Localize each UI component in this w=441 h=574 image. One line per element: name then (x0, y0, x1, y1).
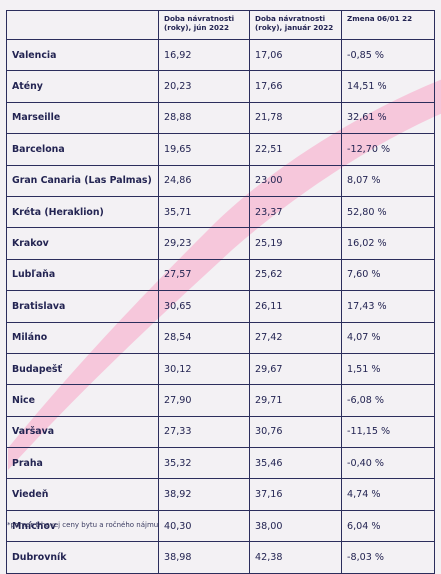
payback-jun-cell: 35,32 (158, 447, 250, 480)
payback-jun-cell: 40,30 (158, 509, 250, 543)
payback-jun-cell: 24,86 (158, 164, 250, 197)
payback-jan-cell: 25,62 (249, 258, 342, 292)
change-cell: -0,85 % (341, 38, 435, 72)
change-cell: 6,04 % (341, 509, 435, 543)
payback-jan-cell: 25,19 (249, 227, 342, 260)
payback-jan-cell: 30,76 (249, 415, 342, 449)
city-cell: Kréta (Heraklion) (6, 195, 159, 229)
payback-jan-cell: 23,00 (249, 164, 342, 197)
table-row: Miláno 28,54 27,42 4,07 % (6, 321, 435, 354)
change-cell: 16,02 % (341, 227, 435, 260)
header-change: Zmena 06/01 22 (341, 10, 435, 40)
header-payback-jun-2022: Doba návratnosti (roky), jún 2022 (158, 10, 250, 40)
change-cell: -6,08 % (341, 384, 435, 417)
table-row: Varšava 27,33 30,76 -11,15 % (6, 415, 435, 449)
payback-jan-cell: 42,38 (249, 541, 342, 574)
table-row: Budapešť 30,12 29,67 1,51 % (6, 352, 435, 386)
payback-jun-cell: 27,57 (158, 258, 250, 292)
city-cell: Atény (6, 70, 159, 103)
table-row: Barcelona 19,65 22,51 -12,70 % (6, 133, 435, 166)
city-cell: Valencia (6, 38, 159, 72)
payback-jun-cell: 35,71 (158, 195, 250, 229)
table-row: Valencia 16,92 17,06 -0,85 % (6, 38, 435, 72)
payback-jan-cell: 37,16 (249, 478, 342, 511)
change-cell: -11,15 % (341, 415, 435, 449)
payback-jun-cell: 38,98 (158, 541, 250, 574)
table-row: Viedeň 38,92 37,16 4,74 % (6, 478, 435, 511)
payback-jan-cell: 17,06 (249, 38, 342, 72)
city-cell: Varšava (6, 415, 159, 449)
payback-jan-cell: 29,71 (249, 384, 342, 417)
payback-jun-cell: 16,92 (158, 38, 250, 72)
change-cell: 4,07 % (341, 321, 435, 354)
change-cell: 32,61 % (341, 101, 435, 135)
change-cell: 14,51 % (341, 70, 435, 103)
change-cell: 52,80 % (341, 195, 435, 229)
city-cell: Viedeň (6, 478, 159, 511)
city-cell: Barcelona (6, 133, 159, 166)
payback-jun-cell: 27,33 (158, 415, 250, 449)
payback-jun-cell: 28,54 (158, 321, 250, 354)
payback-jun-cell: 27,90 (158, 384, 250, 417)
payback-jun-cell: 19,65 (158, 133, 250, 166)
payback-jan-cell: 17,66 (249, 70, 342, 103)
change-cell: -8,03 % (341, 541, 435, 574)
payback-jan-cell: 23,37 (249, 195, 342, 229)
city-cell: Praha (6, 447, 159, 480)
city-cell: Lubľaňa (6, 258, 159, 292)
change-cell: 4,74 % (341, 478, 435, 511)
payback-jan-cell: 22,51 (249, 133, 342, 166)
city-cell: Marseille (6, 101, 159, 135)
change-cell: 17,43 % (341, 290, 435, 323)
city-cell: Miláno (6, 321, 159, 354)
city-cell: Bratislava (6, 290, 159, 323)
payback-jun-cell: 30,12 (158, 352, 250, 386)
table-row: Bratislava 30,65 26,11 17,43 % (6, 290, 435, 323)
change-cell: -0,40 % (341, 447, 435, 480)
payback-jan-cell: 35,46 (249, 447, 342, 480)
header-city (6, 10, 159, 40)
table-row: Gran Canaria (Las Palmas) 24,86 23,00 8,07 … (6, 164, 435, 197)
footnote: *pomer trhovej ceny bytu a ročného nájmu (7, 521, 159, 529)
change-cell: 1,51 % (341, 352, 435, 386)
change-cell: 8,07 % (341, 164, 435, 197)
change-cell: 7,60 % (341, 258, 435, 292)
header-payback-jan-2022: Doba návratnosti (roky), január 2022 (249, 10, 342, 40)
payback-jan-cell: 26,11 (249, 290, 342, 323)
payback-jun-cell: 30,65 (158, 290, 250, 323)
payback-jan-cell: 27,42 (249, 321, 342, 354)
city-cell: Gran Canaria (Las Palmas) (6, 164, 159, 197)
city-cell: Dubrovník (6, 541, 159, 574)
city-cell: Budapešť (6, 352, 159, 386)
city-cell: Krakov (6, 227, 159, 260)
table-row: Krakov 29,23 25,19 16,02 % (6, 227, 435, 260)
table-header-row: Doba návratnosti (roky), jún 2022 Doba n… (6, 10, 435, 40)
payback-jun-cell: 38,92 (158, 478, 250, 511)
table-row: Marseille 28,88 21,78 32,61 % (6, 101, 435, 135)
payback-jan-cell: 29,67 (249, 352, 342, 386)
payback-table: Doba návratnosti (roky), jún 2022 Doba n… (6, 10, 435, 574)
payback-jun-cell: 28,88 (158, 101, 250, 135)
table-row: Atény 20,23 17,66 14,51 % (6, 70, 435, 103)
table-row: Dubrovník 38,98 42,38 -8,03 % (6, 541, 435, 574)
city-cell: Nice (6, 384, 159, 417)
table-row: Praha 35,32 35,46 -0,40 % (6, 447, 435, 480)
change-cell: -12,70 % (341, 133, 435, 166)
table-row: Nice 27,90 29,71 -6,08 % (6, 384, 435, 417)
payback-jan-cell: 21,78 (249, 101, 342, 135)
table-row: Kréta (Heraklion) 35,71 23,37 52,80 % (6, 195, 435, 229)
payback-jan-cell: 38,00 (249, 509, 342, 543)
table-row: Lubľaňa 27,57 25,62 7,60 % (6, 258, 435, 292)
payback-jun-cell: 29,23 (158, 227, 250, 260)
payback-jun-cell: 20,23 (158, 70, 250, 103)
